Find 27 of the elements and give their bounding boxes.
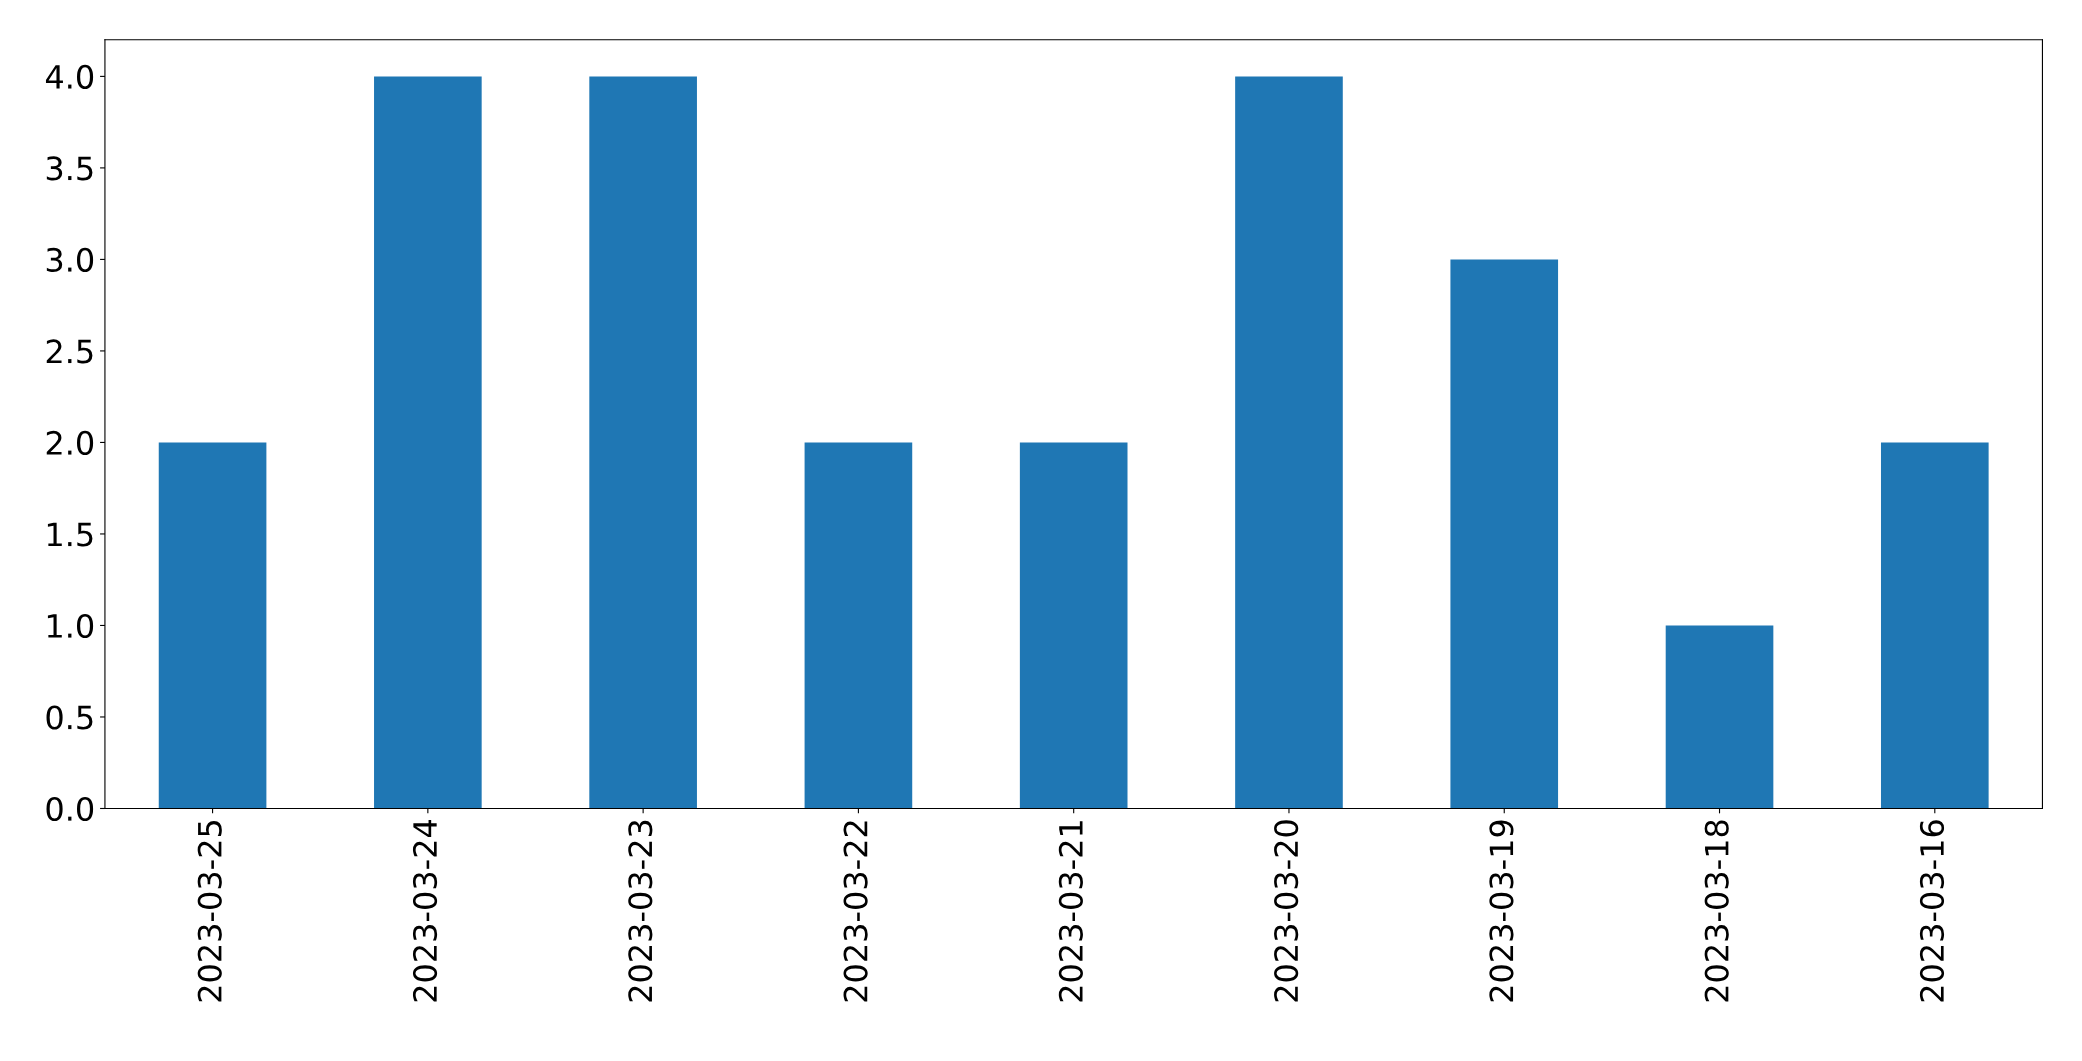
bar <box>804 442 913 809</box>
x-tick-label: 2023-03-20 <box>1274 820 1299 1002</box>
y-tick-label: 3.5 <box>46 156 93 181</box>
x-tick-label: 2023-03-24 <box>412 820 438 1002</box>
y-tick-label: 0.5 <box>46 705 93 730</box>
y-tick-label: 4.0 <box>45 64 94 89</box>
y-tick-label: 2.5 <box>46 339 93 364</box>
bar <box>158 442 267 809</box>
bar <box>1235 76 1343 809</box>
y-tick-label: 3.0 <box>46 247 94 273</box>
bar <box>589 76 697 809</box>
x-tick-label: 2023-03-23 <box>628 820 653 1002</box>
bar <box>1880 442 1989 809</box>
y-tick-label: 2.0 <box>46 430 94 456</box>
y-tick-label: 0.0 <box>46 796 94 822</box>
x-tick-label: 2023-03-18 <box>1704 820 1729 1002</box>
x-tick-label: 2023-03-22 <box>843 821 868 1002</box>
x-tick-label: 2023-03-25 <box>197 820 222 1002</box>
y-tick-label: 1.5 <box>47 522 93 547</box>
bar <box>1665 625 1774 809</box>
x-tick-label: 2023-03-21 <box>1058 821 1083 1002</box>
x-tick-label: 2023-03-19 <box>1489 820 1514 1002</box>
bar <box>1450 259 1559 809</box>
bar <box>1019 442 1128 809</box>
y-tick-label: 1.0 <box>47 613 94 639</box>
bar <box>374 76 482 809</box>
x-tick-label: 2023-03-16 <box>1919 820 1945 1002</box>
